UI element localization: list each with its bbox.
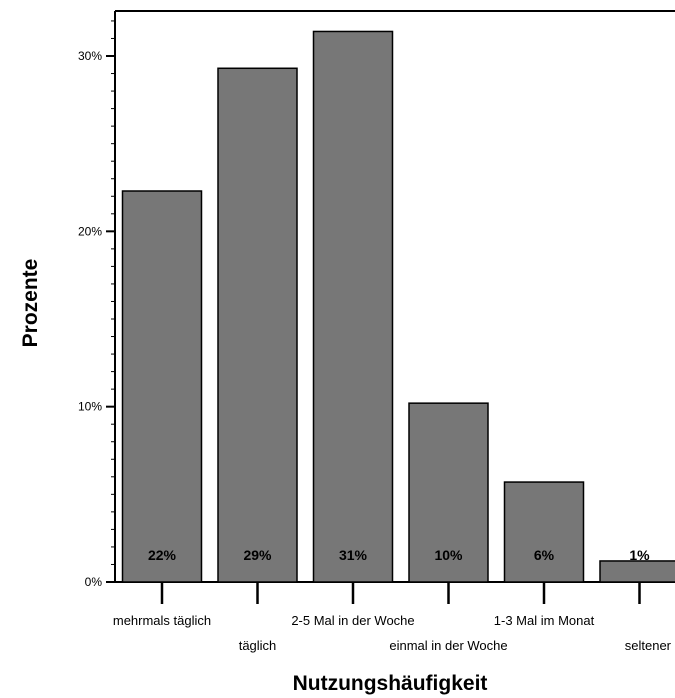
bar [408, 402, 489, 583]
bar [599, 560, 675, 583]
bar [121, 190, 203, 583]
x-axis-title: Nutzungshäufigkeit [293, 672, 488, 695]
y-tick-label: 30% [78, 49, 102, 63]
y-tick-label: 20% [78, 224, 102, 238]
x-category-label: einmal in der Woche [389, 638, 507, 653]
bar-value-label: 31% [339, 547, 368, 563]
bar [217, 67, 298, 583]
y-tick-label: 10% [78, 400, 102, 414]
y-tick-label: 0% [85, 575, 103, 589]
x-category-label: mehrmals täglich [113, 613, 211, 628]
bar-value-label: 1% [629, 547, 650, 563]
x-category-label: 1-3 Mal im Monat [494, 613, 595, 628]
x-category-label: 2-5 Mal in der Woche [291, 613, 414, 628]
x-category-label: seltener [625, 638, 672, 653]
bar-value-label: 29% [243, 547, 272, 563]
bar-value-label: 6% [534, 547, 555, 563]
y-axis-title: Prozente [19, 259, 42, 348]
bar-value-label: 10% [434, 547, 463, 563]
bar [503, 481, 585, 583]
bar-value-label: 22% [148, 547, 177, 563]
x-category-label: täglich [239, 638, 277, 653]
bar [312, 30, 394, 583]
